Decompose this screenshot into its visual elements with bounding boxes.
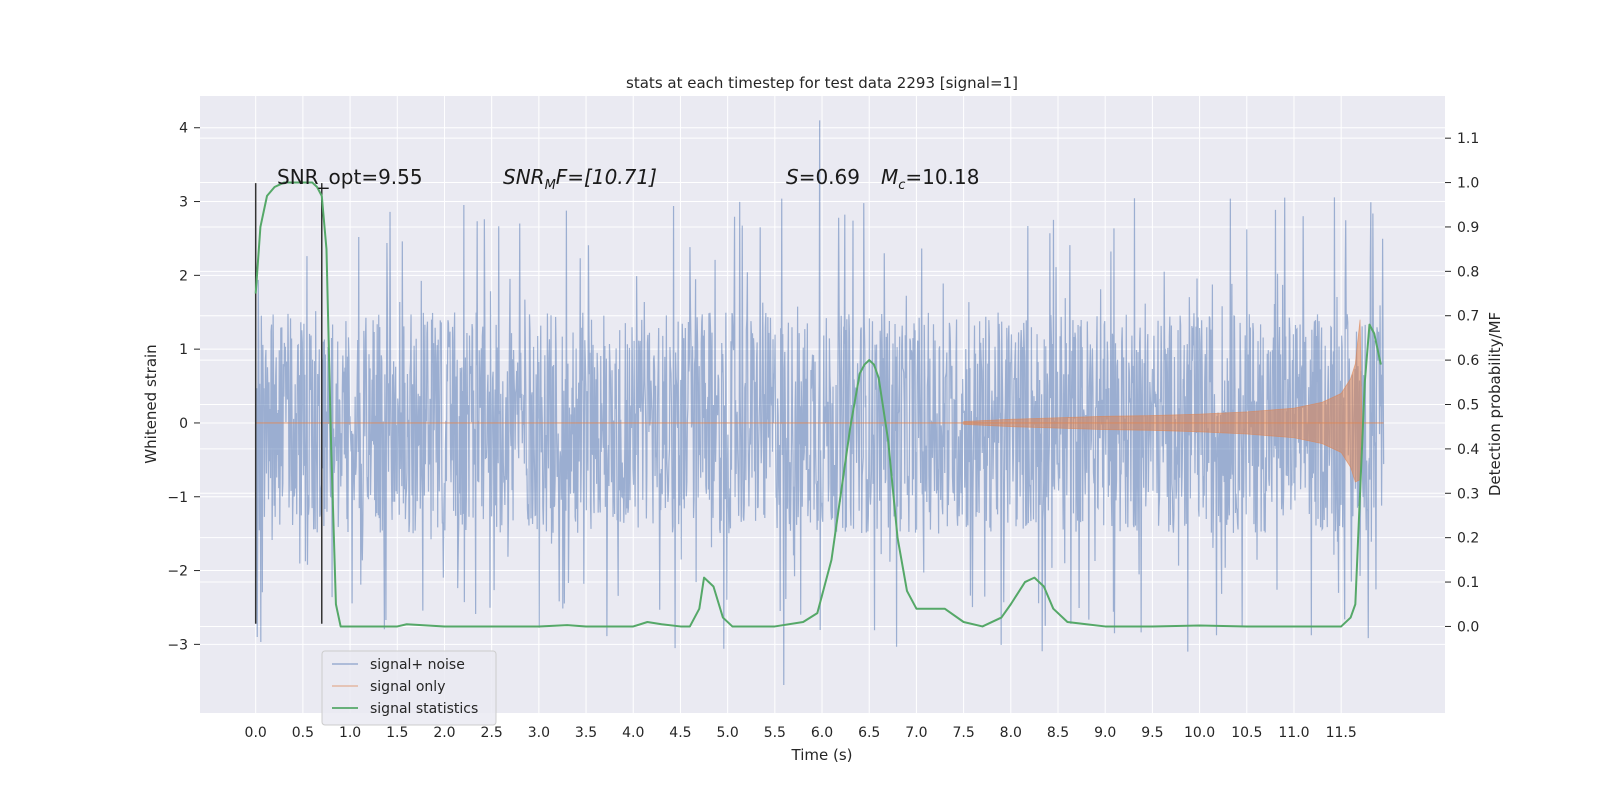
y-tick-label: −1	[167, 490, 188, 506]
y2-tick-label: 0.5	[1457, 398, 1479, 414]
x-tick-label: 3.0	[528, 725, 550, 741]
signal-statistics-line	[254, 181, 1382, 628]
mc-main: M	[881, 165, 898, 189]
legend-label-statistics: signal statistics	[370, 701, 478, 717]
y2-tick-label: 0.8	[1457, 264, 1479, 280]
y2-tick-label: 0.4	[1457, 442, 1479, 458]
legend-box	[321, 650, 497, 726]
snr-mf-main: SNR	[503, 165, 545, 189]
y-tick-label: −2	[167, 564, 188, 580]
x-tick-label: 9.5	[1141, 725, 1163, 741]
y2-tick-label: 0.7	[1457, 309, 1479, 325]
x-tick-label: 7.0	[905, 725, 927, 741]
x-tick-label: 11.0	[1278, 725, 1309, 741]
chart-title: stats at each timestep for test data 229…	[626, 74, 1018, 92]
signal-statistics-series	[254, 181, 1382, 628]
y2-tick-label: 0.9	[1457, 220, 1479, 236]
legend-label-noise: signal+ noise	[370, 657, 465, 673]
x-tick-label: 2.5	[481, 725, 503, 741]
x-tick-label: 10.0	[1184, 725, 1215, 741]
x-tick-label: 9.0	[1094, 725, 1116, 741]
mc-sub: c	[898, 178, 905, 193]
signal-noise-line	[255, 120, 1385, 685]
x-tick-label: 3.5	[575, 725, 597, 741]
mc-value: =10.18	[905, 165, 979, 189]
signal-noise-series	[255, 120, 1385, 685]
y-tick-label: 4	[179, 121, 188, 137]
x-tick-label: 1.5	[386, 725, 408, 741]
x-tick-label: 6.5	[858, 725, 880, 741]
y2-tick-label: 0.0	[1457, 619, 1479, 635]
s-label: S	[786, 165, 799, 189]
x-tick-label: 1.0	[339, 725, 361, 741]
y-tick-label: 0	[179, 416, 188, 432]
legend-label-signal: signal only	[370, 679, 445, 695]
y-tick-label: −3	[167, 637, 188, 653]
x-axis-ticks: 0.0 0.5 1.0 1.5 2.0 2.5 3.0 3.5 4.0 4.5 5.0 5.5 6.0 6…	[245, 725, 1357, 741]
x-tick-label: 10.5	[1231, 725, 1262, 741]
y2-tick-label: 0.1	[1457, 575, 1479, 591]
vertical-markers	[254, 183, 323, 624]
x-axis-label: Time (s)	[791, 746, 853, 764]
x-tick-label: 8.0	[1000, 725, 1022, 741]
x-tick-label: 11.5	[1326, 725, 1357, 741]
x-tick-label: 4.5	[669, 725, 691, 741]
x-tick-label: 8.5	[1047, 725, 1069, 741]
y2-tick-label: 0.3	[1457, 486, 1479, 502]
y2-tick-label: 1.0	[1457, 176, 1479, 192]
snr-mf-annotation: SNRMF=[10.71]	[503, 165, 657, 193]
y-tick-label: 1	[179, 342, 188, 358]
x-tick-label: 0.5	[292, 725, 314, 741]
mc-annotation: Mc=10.18	[881, 165, 979, 193]
x-tick-label: 7.5	[952, 725, 974, 741]
y-axis-ticks: −3 −2 −1 0 1 2 3 4	[167, 121, 200, 653]
y-axis-label: Whitened strain	[142, 344, 160, 463]
y2-tick-label: 1.1	[1457, 131, 1479, 147]
y-tick-label: 3	[179, 195, 188, 211]
s-value: =0.69	[799, 165, 860, 189]
x-tick-label: 6.0	[811, 725, 833, 741]
legend: signal+ noise signal only signal statist…	[321, 650, 497, 726]
snr-opt-annotation: SNR_opt=9.55	[277, 165, 423, 189]
s-annotation: S=0.69	[786, 165, 860, 189]
snr-mf-sub: M	[545, 178, 556, 193]
y-tick-label: 2	[179, 268, 188, 284]
x-tick-label: 5.5	[764, 725, 786, 741]
snr-mf-rest: F=[10.71]	[556, 165, 657, 189]
y2-tick-label: 0.6	[1457, 353, 1479, 369]
x-tick-label: 0.0	[245, 725, 267, 741]
y2-tick-label: 0.2	[1457, 531, 1479, 547]
y2-axis-label: Detection probability/MF	[1486, 312, 1504, 496]
x-tick-label: 5.0	[717, 725, 739, 741]
x-tick-label: 4.0	[622, 725, 644, 741]
x-tick-label: 2.0	[433, 725, 455, 741]
y2-axis-ticks: 0.0 0.1 0.2 0.3 0.4 0.5 0.6 0.7 0.8 0.9 1.0 1.1	[1445, 131, 1479, 635]
